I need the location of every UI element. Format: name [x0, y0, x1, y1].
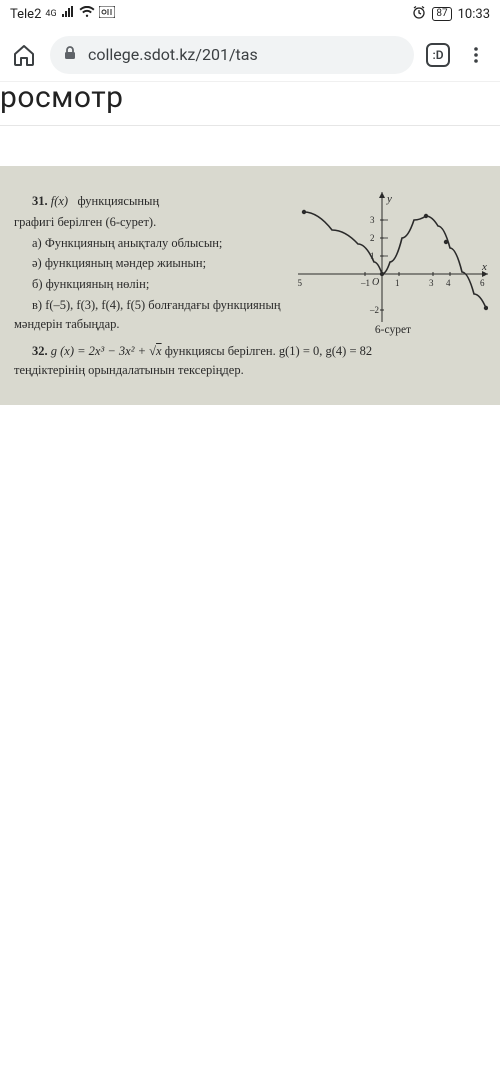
prob31-fx: f(x) — [51, 194, 68, 208]
battery-pct: 87 — [436, 8, 447, 20]
home-button[interactable] — [10, 43, 38, 67]
svg-text:6: 6 — [480, 278, 485, 288]
svg-text:–5: –5 — [298, 278, 303, 288]
svg-text:–2: –2 — [369, 305, 379, 315]
title-divider — [0, 125, 500, 126]
svg-text:1: 1 — [395, 278, 400, 288]
prob31-item-b: б) функцияның нөлін; — [14, 275, 288, 294]
battery-indicator: 87 — [432, 7, 451, 21]
net-badge: 4G — [45, 9, 56, 19]
svg-text:2: 2 — [370, 233, 375, 243]
svg-text:3: 3 — [429, 278, 434, 288]
volte-icon — [99, 6, 115, 22]
graph-6: yxO–5–11346–2123 — [298, 192, 488, 322]
svg-text:–1: –1 — [360, 278, 370, 288]
prob31-item-v: в) f(–5), f(3), f(4), f(5) болғандағы фу… — [14, 296, 288, 334]
prob31-line2: графигі берілген (6-сурет). — [14, 213, 288, 232]
carrier-label: Tele2 — [10, 7, 41, 22]
prob32-number: 32. — [32, 344, 48, 358]
prob32-body-c: теңдіктерінің орындалатынын тексеріңдер. — [14, 361, 488, 380]
status-right: 87 10:33 — [412, 5, 490, 23]
clock-label: 10:33 — [458, 7, 490, 22]
tabs-button[interactable]: :D — [426, 43, 450, 67]
status-bar: Tele2 4G 87 10:33 — [0, 0, 500, 28]
svg-text:y: y — [386, 193, 392, 205]
problem-31-row: 31. f(x) функциясының графигі берілген (… — [14, 192, 488, 336]
svg-text:O: O — [372, 277, 379, 288]
svg-text:3: 3 — [370, 215, 375, 225]
page-title-fragment: росмотр — [0, 76, 500, 125]
more-menu-button[interactable] — [462, 45, 490, 65]
figure-6-label: 6-сурет — [298, 324, 488, 336]
prob31-item-ae: ә) функцияның мәндер жиынын; — [14, 254, 288, 273]
url-bar[interactable]: college.sdot.kz/201/tas — [50, 36, 414, 74]
prob32-body-a: g (x) = 2x³ − 3x² + — [51, 344, 149, 358]
alarm-icon — [412, 5, 426, 23]
browser-toolbar: college.sdot.kz/201/tas :D — [0, 28, 500, 82]
problem-31-text: 31. f(x) функциясының графигі берілген (… — [14, 192, 288, 336]
wifi-icon — [79, 6, 95, 22]
lock-icon — [62, 45, 78, 65]
problem-31-figure: yxO–5–11346–2123 6-сурет — [298, 192, 488, 336]
tab-count-label: :D — [432, 48, 443, 62]
status-left: Tele2 4G — [10, 6, 115, 22]
svg-text:4: 4 — [446, 278, 451, 288]
prob31-number: 31. — [32, 194, 48, 208]
prob31-item-a: а) Функцияның анықталу облысын; — [14, 234, 288, 253]
prob32-body-b: функциясы берілген. g(1) = 0, g(4) = 82 — [162, 344, 373, 358]
url-text: college.sdot.kz/201/tas — [88, 45, 402, 64]
svg-text:x: x — [481, 261, 487, 273]
prob31-lead-b: функциясының — [77, 194, 159, 208]
content-area: 31. f(x) функциясының графигі берілген (… — [0, 166, 500, 405]
problem-32-text: 32. g (x) = 2x³ − 3x² + √x функциясы бер… — [14, 342, 488, 381]
textbook-scan: 31. f(x) функциясының графигі берілген (… — [0, 166, 500, 405]
signal-icon — [61, 6, 75, 22]
